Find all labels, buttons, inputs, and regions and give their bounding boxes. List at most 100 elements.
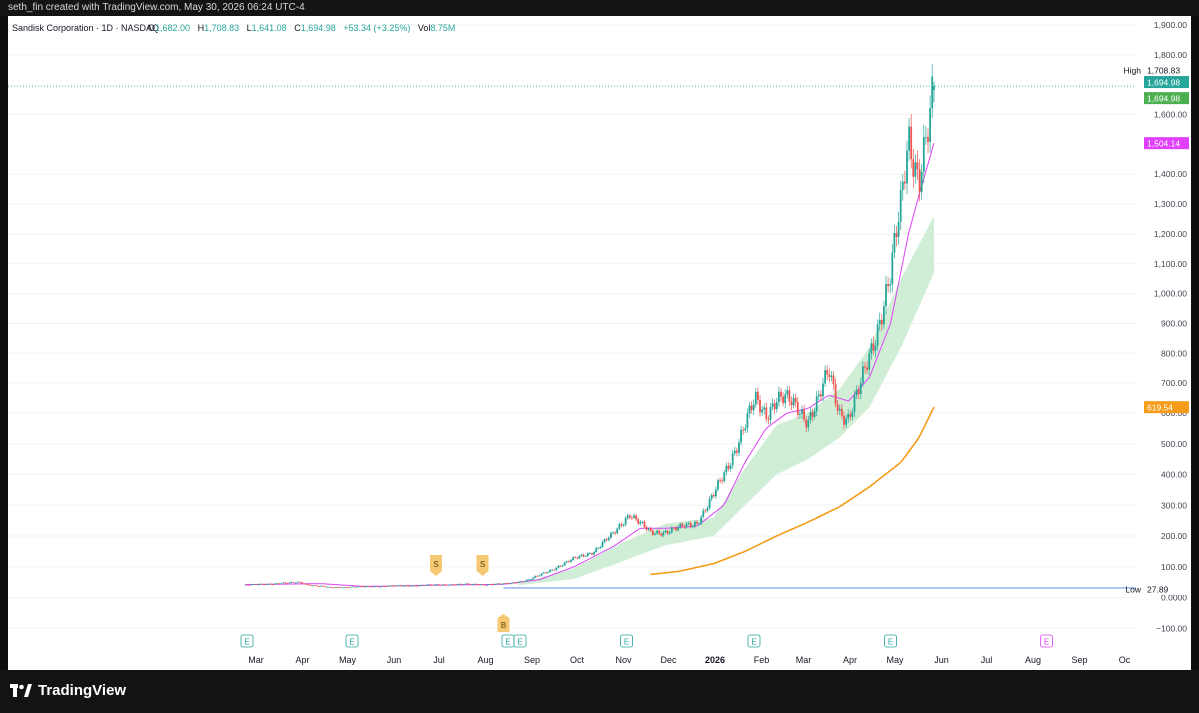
candle-body bbox=[834, 384, 837, 405]
candle-body bbox=[813, 411, 816, 417]
candle bbox=[274, 583, 276, 585]
candle bbox=[845, 414, 847, 428]
candle bbox=[914, 154, 917, 184]
candle bbox=[429, 584, 432, 586]
candle bbox=[645, 525, 648, 532]
candle-body bbox=[721, 480, 724, 482]
candle-body bbox=[519, 581, 522, 582]
candle-body bbox=[773, 403, 776, 410]
candle-body bbox=[807, 419, 810, 428]
candle bbox=[502, 582, 505, 585]
candle-body bbox=[431, 584, 434, 586]
candle-body bbox=[362, 586, 364, 588]
candle bbox=[265, 583, 268, 586]
candle bbox=[507, 582, 509, 585]
candle-body bbox=[586, 553, 589, 557]
candle-body bbox=[631, 517, 633, 519]
candle bbox=[519, 580, 522, 583]
candle-body bbox=[918, 169, 921, 192]
candle-body bbox=[729, 465, 732, 469]
candle-body bbox=[265, 584, 268, 585]
candle bbox=[870, 338, 873, 360]
x-axis[interactable]: Mar Apr May Jun Jul Aug Sep Oct Nov Dec 2026 Feb Mar… bbox=[248, 655, 1130, 665]
y-axis-tick-label: 400.00 bbox=[1161, 470, 1187, 480]
price-tag-value: 1,694.98 bbox=[1147, 94, 1180, 104]
x-axis-tick-label: Jun bbox=[934, 655, 949, 665]
candle bbox=[282, 582, 285, 584]
candle bbox=[576, 556, 579, 560]
candle bbox=[817, 390, 820, 401]
candle bbox=[351, 586, 354, 588]
trade-marker-s: S bbox=[476, 555, 489, 576]
candle-body bbox=[897, 221, 900, 237]
candle bbox=[387, 585, 390, 587]
candle bbox=[320, 585, 322, 587]
candle bbox=[721, 477, 724, 485]
candle-body bbox=[610, 532, 612, 538]
candle bbox=[666, 529, 669, 536]
candle bbox=[488, 583, 490, 586]
candle bbox=[322, 585, 325, 587]
tradingview-logo[interactable]: TradingView bbox=[10, 682, 126, 699]
candle bbox=[633, 513, 635, 519]
candle-body bbox=[274, 583, 276, 585]
candle bbox=[834, 378, 837, 408]
candle-body bbox=[465, 583, 467, 585]
candle-body bbox=[458, 583, 461, 585]
candle bbox=[311, 585, 314, 587]
candle-body bbox=[494, 583, 497, 585]
price-chart[interactable]: S SBE E E E E E E E 1,900.001,800.001,600.001,40… bbox=[8, 16, 1191, 670]
candle bbox=[887, 277, 889, 293]
earnings-event-box bbox=[513, 634, 527, 648]
candle bbox=[794, 393, 797, 408]
price-tag-value: 27.89 bbox=[1147, 584, 1169, 594]
candle-body bbox=[912, 159, 915, 177]
candle bbox=[484, 584, 486, 586]
candle-body bbox=[794, 397, 797, 403]
candle-body bbox=[859, 382, 862, 395]
price-tag-ma_slow_value: 619.54 bbox=[1144, 401, 1189, 414]
earnings-event-box bbox=[1040, 634, 1053, 648]
price-tag-bg bbox=[1144, 64, 1189, 77]
y-axis-tick-label: 0.0000 bbox=[1161, 593, 1187, 603]
candle bbox=[918, 159, 921, 202]
candle-body bbox=[857, 389, 860, 395]
candle-body bbox=[280, 583, 283, 585]
candle bbox=[345, 586, 348, 588]
candle bbox=[889, 278, 892, 293]
x-axis-tick-label: Aug bbox=[477, 655, 493, 665]
candle bbox=[536, 575, 539, 577]
candle-body bbox=[660, 533, 663, 536]
candle bbox=[406, 585, 409, 587]
candle-body bbox=[887, 284, 889, 286]
candle bbox=[815, 390, 818, 417]
candle-body bbox=[752, 404, 755, 411]
candle-body bbox=[893, 233, 896, 253]
candle bbox=[303, 583, 306, 585]
candle bbox=[786, 386, 789, 399]
candle bbox=[599, 545, 602, 550]
candle bbox=[689, 521, 692, 529]
y-axis[interactable]: 1,900.00 1,800.00 1,600.00 1,400.00 1,300.00… bbox=[1154, 20, 1187, 633]
candle bbox=[572, 556, 574, 561]
candle-body bbox=[870, 343, 873, 354]
candle-body bbox=[286, 582, 289, 584]
earnings-event-marker: E bbox=[1040, 634, 1053, 648]
candle-body bbox=[864, 366, 866, 368]
candle-body bbox=[910, 126, 913, 160]
candle-body bbox=[326, 586, 329, 588]
candle bbox=[297, 581, 299, 584]
candle bbox=[670, 525, 673, 534]
candle bbox=[754, 388, 757, 408]
candle-body bbox=[311, 585, 314, 587]
candle bbox=[765, 402, 768, 423]
candle bbox=[471, 583, 474, 585]
trade-markers[interactable]: S SBE E E E E E E E bbox=[240, 555, 1053, 648]
candle-body bbox=[313, 585, 316, 587]
candle-body bbox=[916, 162, 919, 170]
y-axis-tick-label: 100.00 bbox=[1161, 562, 1187, 572]
candle bbox=[922, 124, 925, 184]
candle-body bbox=[374, 586, 377, 588]
candle-body bbox=[278, 583, 280, 585]
